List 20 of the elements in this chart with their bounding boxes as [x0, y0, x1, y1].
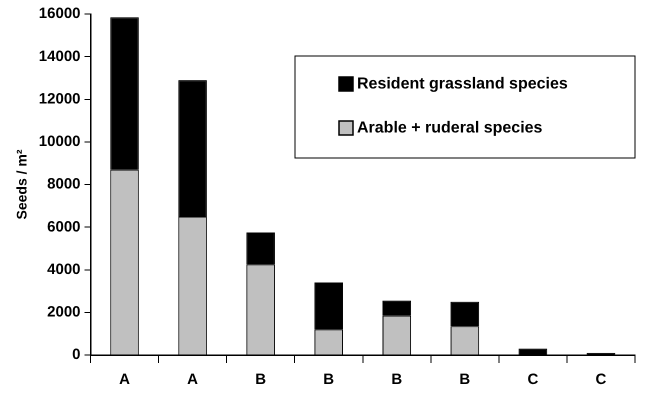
x-tick-label: C — [527, 371, 538, 388]
y-tick-label: 2000 — [47, 304, 81, 321]
y-tick-label: 6000 — [47, 218, 81, 236]
y-tick-label: 12000 — [38, 90, 81, 108]
x-tick-label: A — [187, 371, 198, 388]
legend-label: Arable + ruderal species — [357, 119, 543, 136]
x-tick-label: B — [459, 371, 470, 388]
x-tick-label: B — [255, 371, 266, 388]
x-tick-label: C — [596, 371, 607, 388]
y-tick-label: 16000 — [38, 5, 81, 22]
x-tick-label: B — [323, 371, 334, 388]
y-tick-label: 8000 — [47, 176, 81, 193]
y-tick-label: 0 — [72, 346, 81, 364]
y-axis-title: Seeds / m² — [13, 149, 30, 220]
y-tick-label: 10000 — [38, 133, 81, 150]
x-tick-label: B — [391, 371, 402, 388]
x-tick-label: A — [119, 371, 130, 388]
legend-label: Resident grassland species — [357, 75, 568, 92]
y-tick-label: 4000 — [47, 260, 81, 278]
y-tick-label: 14000 — [38, 48, 81, 65]
